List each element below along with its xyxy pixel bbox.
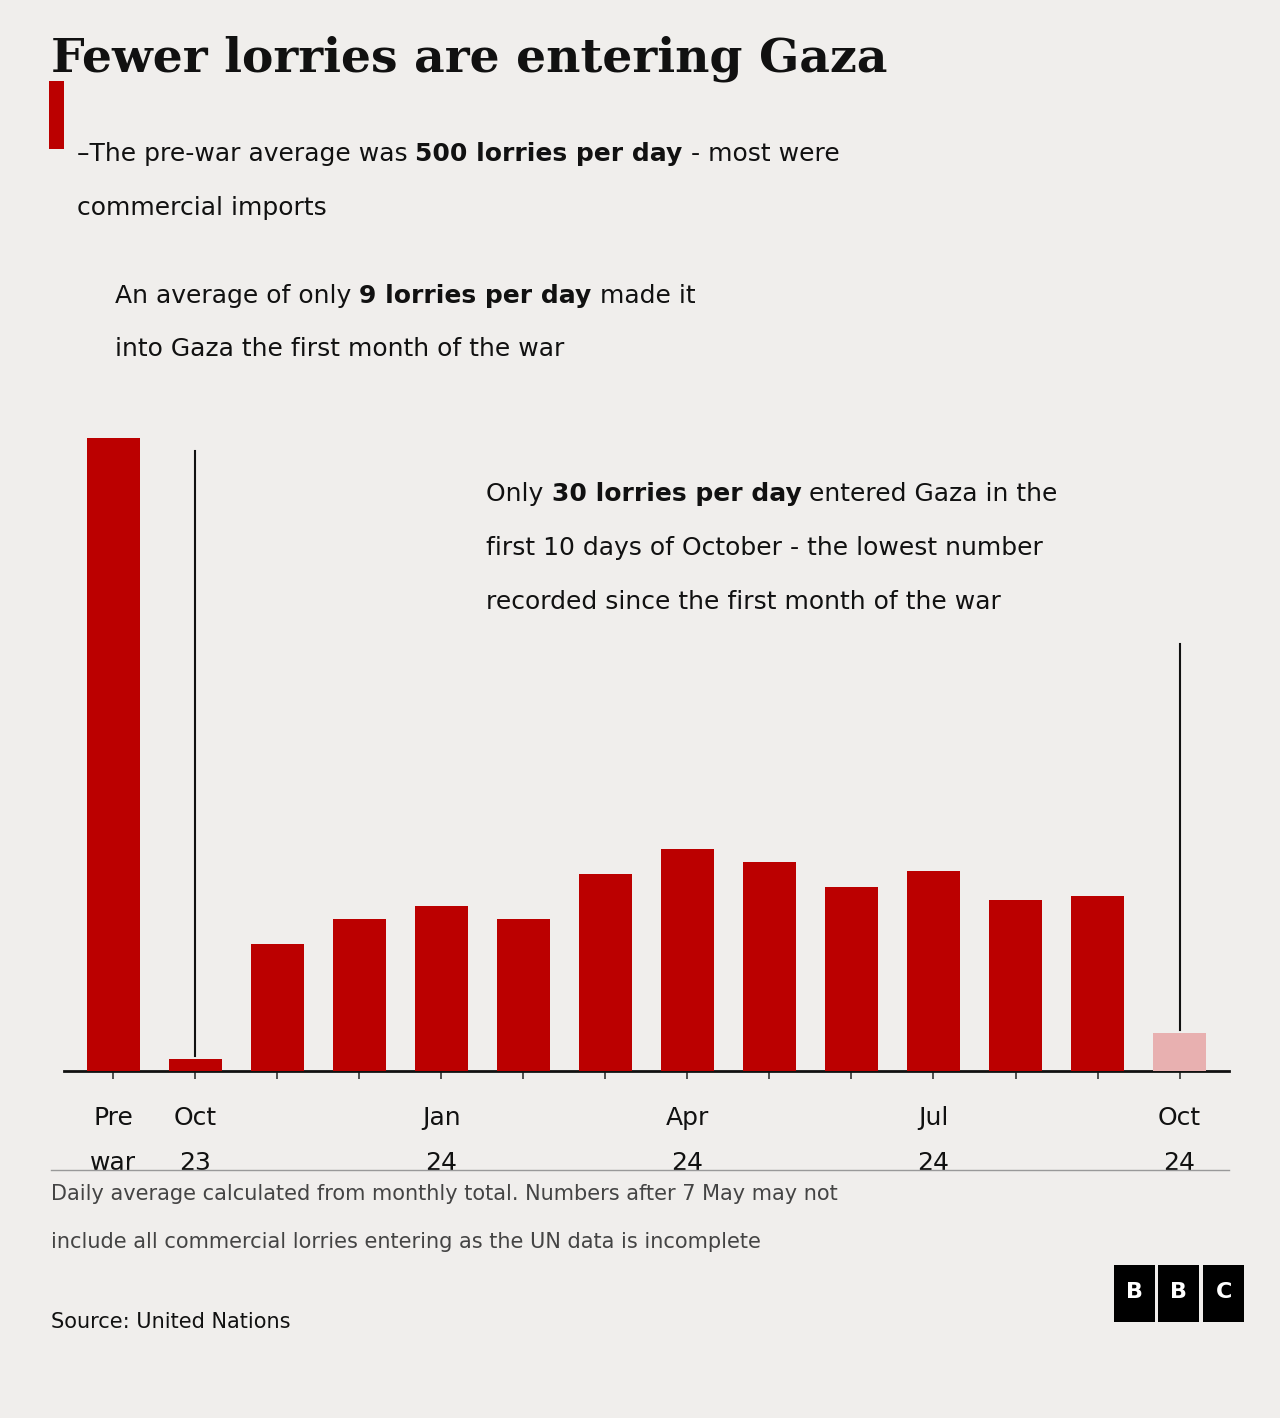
Text: C: C — [1216, 1282, 1231, 1302]
Text: Oct: Oct — [174, 1106, 216, 1130]
Bar — [742, 862, 796, 1071]
Text: 9 lorries per day: 9 lorries per day — [360, 284, 591, 308]
Bar — [333, 919, 387, 1071]
Bar — [415, 906, 468, 1071]
Text: entered Gaza in the: entered Gaza in the — [801, 482, 1057, 506]
Text: - most were: - most were — [682, 142, 840, 166]
Text: first 10 days of October - the lowest number: first 10 days of October - the lowest nu… — [486, 536, 1043, 560]
Text: Source: United Nations: Source: United Nations — [51, 1312, 291, 1332]
Bar — [989, 899, 1042, 1071]
Text: B: B — [1170, 1282, 1188, 1302]
Text: commercial imports: commercial imports — [77, 196, 326, 220]
Text: 23: 23 — [179, 1151, 211, 1176]
Text: 24: 24 — [672, 1151, 704, 1176]
Text: B: B — [1125, 1282, 1143, 1302]
Text: 500 lorries per day: 500 lorries per day — [416, 142, 682, 166]
Text: Fewer lorries are entering Gaza: Fewer lorries are entering Gaza — [51, 35, 888, 82]
Text: 24: 24 — [425, 1151, 457, 1176]
Text: –The pre-war average was: –The pre-war average was — [77, 142, 416, 166]
Bar — [251, 944, 303, 1071]
Text: war: war — [90, 1151, 136, 1176]
Text: Jul: Jul — [918, 1106, 948, 1130]
Bar — [1153, 1032, 1206, 1071]
Text: 24: 24 — [918, 1151, 950, 1176]
Text: recorded since the first month of the war: recorded since the first month of the wa… — [486, 590, 1001, 614]
Text: Only: Only — [486, 482, 552, 506]
Bar — [579, 875, 632, 1071]
Bar — [824, 888, 878, 1071]
Text: Daily average calculated from monthly total. Numbers after 7 May may not: Daily average calculated from monthly to… — [51, 1184, 838, 1204]
Bar — [497, 919, 550, 1071]
Text: Pre: Pre — [93, 1106, 133, 1130]
Bar — [169, 1059, 221, 1071]
Text: Jan: Jan — [422, 1106, 461, 1130]
Text: Oct: Oct — [1158, 1106, 1201, 1130]
Text: into Gaza the first month of the war: into Gaza the first month of the war — [115, 337, 564, 362]
Text: include all commercial lorries entering as the UN data is incomplete: include all commercial lorries entering … — [51, 1232, 762, 1252]
Text: 30 lorries per day: 30 lorries per day — [552, 482, 801, 506]
Text: Apr: Apr — [666, 1106, 709, 1130]
Text: An average of only: An average of only — [115, 284, 360, 308]
Bar — [660, 849, 714, 1071]
Text: made it: made it — [591, 284, 695, 308]
Bar — [1071, 896, 1124, 1071]
Text: 24: 24 — [1164, 1151, 1196, 1176]
Bar — [87, 438, 140, 1071]
Bar — [906, 871, 960, 1071]
